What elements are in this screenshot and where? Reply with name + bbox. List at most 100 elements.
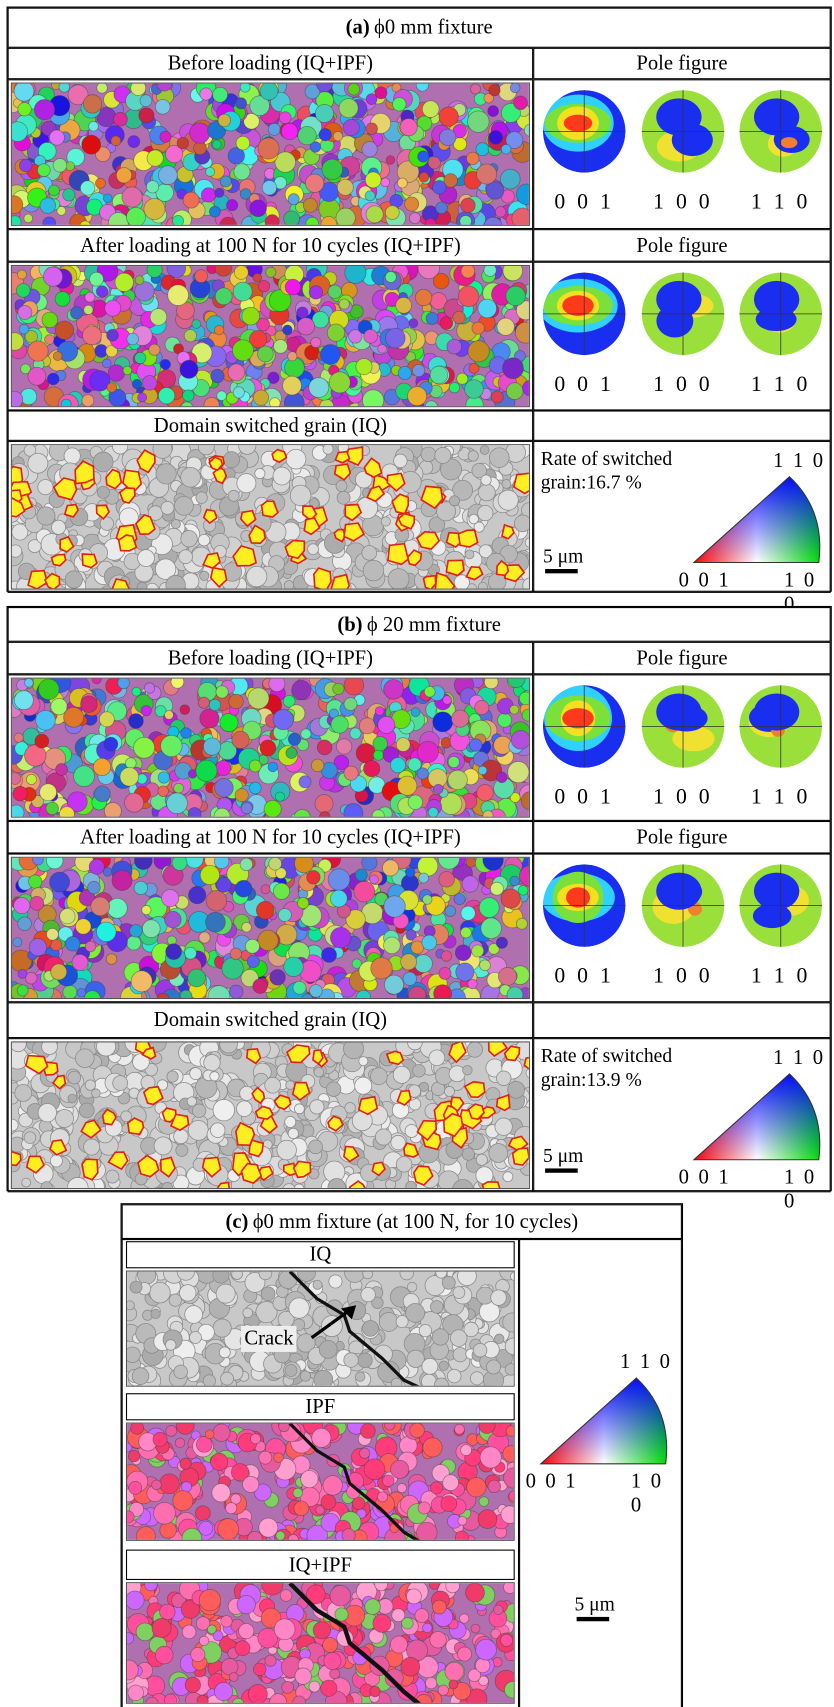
ipf-triangle [692,473,828,565]
grain [478,582,487,589]
grain [206,912,226,932]
triangle-label: 1 0 0 [631,1470,682,1518]
grain [85,292,95,302]
grain [236,136,250,150]
scale-bar [545,569,578,573]
grain [47,373,59,385]
grain [192,320,201,329]
grain [467,1477,487,1497]
row-heading: Domain switched grain (IQ) [8,410,534,440]
grain [135,276,144,285]
panel-title-text: ϕ0 mm fixture [374,17,493,38]
grain [489,448,509,468]
grain [417,1522,438,1541]
grain [82,135,101,154]
grain [294,1501,309,1516]
grain [365,172,381,188]
grain [121,1111,132,1122]
grain [319,128,331,140]
grain [449,382,459,392]
grain [97,486,109,498]
pole-label: 1 0 0 [650,372,715,397]
grain [165,1340,176,1351]
grain [199,1521,213,1535]
grain [174,783,184,793]
grain [139,108,154,123]
grain [55,321,73,339]
grain [469,363,479,373]
grain [64,707,84,727]
triangle-fill [541,1378,667,1464]
grain [199,1589,221,1611]
grain [415,1609,429,1623]
grain [175,1438,185,1448]
grain [128,136,140,148]
grain [497,318,514,335]
micrograph [11,83,530,226]
grain [155,99,170,114]
pole-figure [737,862,824,949]
grain [288,1534,298,1541]
grain [250,200,267,217]
grain [293,981,306,994]
grain [141,706,151,716]
grain [361,1424,376,1439]
grain [288,1128,298,1138]
grain [496,1071,511,1086]
grain [161,501,174,514]
panel: (c)ϕ0 mm fixture (at 100 N, for 10 cycle… [121,1203,683,1707]
grain [343,119,359,135]
grain [215,188,224,197]
grain [345,1103,356,1114]
grain [375,1129,391,1145]
grain [468,341,489,362]
grain [328,285,341,298]
switched-grain [82,554,97,568]
grain [130,925,143,938]
grain [377,1492,387,1502]
grain [132,1368,149,1385]
pole-blob [564,115,592,132]
grain [317,740,332,755]
grain [449,496,459,506]
grain [233,387,244,398]
grain [323,444,333,454]
grain [480,1447,501,1468]
grain [131,971,152,992]
row-heading: Before loading (IQ+IPF) [8,642,534,675]
grain [153,1432,167,1446]
grain [181,530,198,547]
grain [443,1475,459,1491]
grain [167,793,188,814]
grain [503,1172,513,1182]
grain [489,1144,508,1163]
grain [262,180,277,195]
grain [384,896,406,918]
grain [37,164,50,177]
grain [461,927,472,938]
grain [50,1155,62,1167]
grain [418,1502,430,1514]
grain [14,897,30,913]
grain [453,1347,467,1361]
grain [125,758,136,769]
grain [216,1284,235,1303]
grain [386,156,395,165]
grain [59,807,74,818]
grain [391,1135,406,1150]
grain [344,1353,359,1368]
grain [288,352,297,361]
grain [55,1109,73,1127]
grain [473,1343,487,1357]
grain [91,897,110,916]
grain [138,393,147,402]
grain [320,345,340,365]
grain [239,1624,254,1639]
grain [22,1178,31,1187]
micrograph [11,678,530,818]
grain [43,267,62,286]
grain [212,1484,230,1502]
grain [142,920,160,938]
grain [181,728,192,739]
grain [382,860,398,876]
